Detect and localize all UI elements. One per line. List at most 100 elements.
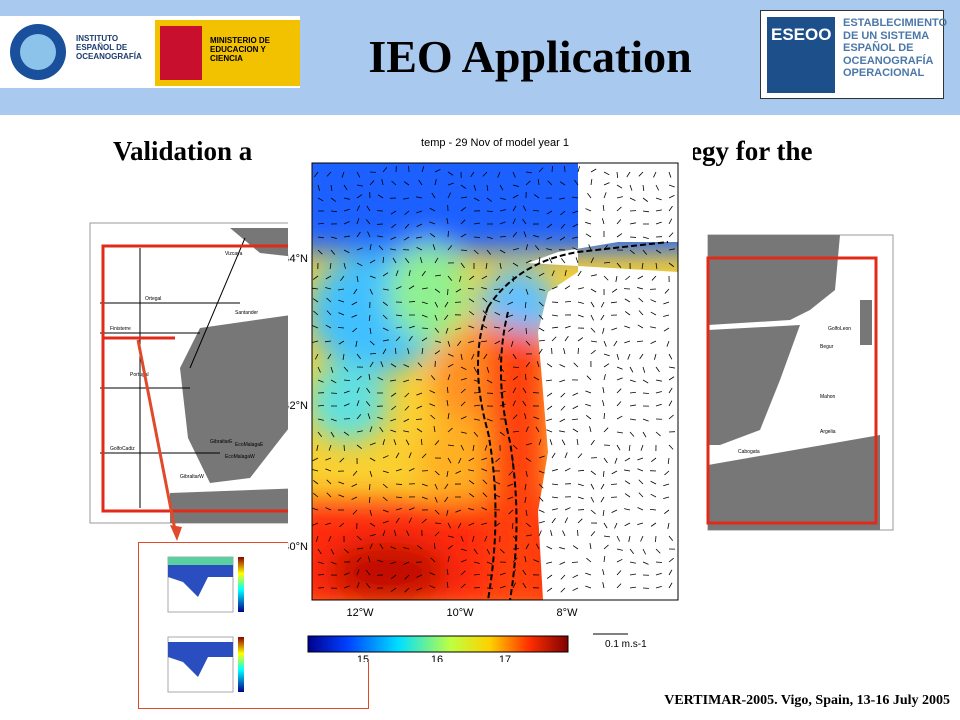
vector [663,301,670,305]
vector [614,457,618,464]
vector [391,405,397,411]
vector [446,569,449,576]
vector [447,171,454,176]
vector [325,275,332,280]
vector [538,509,545,513]
vector [457,340,462,347]
ministry-shield [160,26,202,80]
vector [525,327,527,335]
vector [326,171,332,177]
vector [460,559,467,563]
vector [524,556,527,563]
vector [468,522,475,526]
vector [494,481,501,485]
vector [575,257,579,264]
vector [667,522,670,529]
vector [369,361,374,368]
vector [367,413,371,420]
vector [624,469,631,472]
vector [546,418,553,422]
vector [603,535,610,538]
vector [512,262,519,267]
vector [382,509,389,513]
arrow-line [136,339,177,531]
vector [538,272,545,277]
vector [369,180,375,186]
vector [369,442,376,446]
vector [551,326,558,329]
vector [421,483,428,487]
vector [571,418,579,421]
vector [356,569,360,576]
vector [486,548,491,555]
y-label: 42°N [288,400,308,412]
vector [352,327,358,333]
vector [429,221,436,225]
vector [655,366,660,373]
vector [629,366,634,373]
vector [447,245,453,251]
vector [482,297,488,303]
vector [538,314,544,320]
vector [603,544,609,550]
vector [421,348,424,355]
vector [369,509,372,516]
vector [572,247,579,251]
vector [522,400,527,407]
vector [546,546,553,550]
vector [368,496,371,504]
vector [499,235,507,238]
vector [390,236,397,240]
vector [512,205,517,212]
vector [668,171,672,178]
vector [368,314,371,321]
vector [560,210,566,216]
vector [627,353,631,360]
vector [572,545,579,550]
vector [602,509,605,516]
vector [498,353,501,360]
vector [394,347,397,355]
map-label: Mahon [820,394,836,400]
vector [457,522,462,529]
vector [407,348,410,355]
vector [626,171,631,178]
vector [416,247,423,251]
vector [351,496,358,500]
vector [416,196,423,199]
vector [668,205,673,212]
vector [395,326,402,329]
vector [668,582,673,589]
vector [433,426,436,433]
vector [525,340,531,346]
vector [408,467,415,472]
vector [640,535,644,542]
vector [512,535,518,541]
vector [338,299,345,303]
vector [538,327,545,332]
vector [650,299,657,303]
vector [325,522,332,526]
vector [434,179,437,186]
vector [390,210,397,215]
vector [642,197,649,202]
vector [382,314,388,320]
vector [368,374,371,381]
vector [512,569,516,576]
vector [551,270,555,277]
vector [369,352,377,355]
vector [330,561,337,565]
vector [481,324,488,329]
vector [393,439,397,446]
vector [380,361,384,368]
vector [341,171,345,178]
vector [446,218,449,225]
vector [577,270,582,277]
vector [473,404,480,407]
vector [668,195,675,199]
eseoo-acronym: ESEOO [771,25,832,44]
vector [369,275,376,279]
vector [668,535,674,541]
arrow [136,339,182,541]
vector [650,480,657,485]
